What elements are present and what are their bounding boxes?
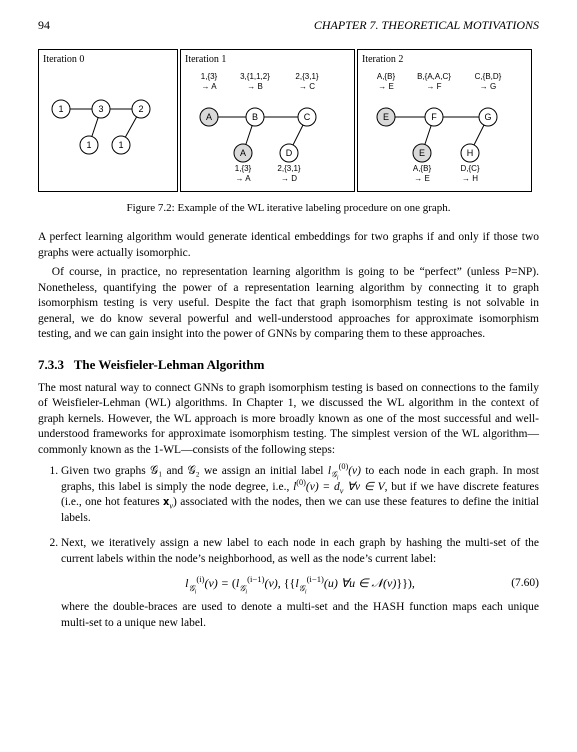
section-title: The Weisfieler-Lehman Algorithm: [74, 357, 265, 372]
svg-text:B: B: [252, 112, 258, 122]
wl-intro: The most natural way to connect GNNs to …: [38, 381, 539, 459]
svg-text:→ E: → E: [414, 174, 430, 183]
svg-text:1: 1: [118, 140, 123, 150]
svg-text:A: A: [206, 112, 212, 122]
svg-text:→ H: → H: [462, 174, 478, 183]
svg-text:E: E: [419, 148, 425, 158]
svg-text:G: G: [484, 112, 491, 122]
section-number: 7.3.3: [38, 357, 64, 372]
svg-text:→ G: → G: [480, 82, 496, 91]
step-2-text-a: Next, we iteratively assign a new label …: [61, 537, 539, 565]
svg-text:→ A: → A: [201, 82, 217, 91]
svg-text:H: H: [467, 148, 474, 158]
graph-iter1: ABCAD1,{3}→ A3,{1,1,2}→ B2,{3,1}→ C1,{3}…: [185, 67, 350, 185]
svg-text:2,{3,1}: 2,{3,1}: [277, 164, 300, 173]
panel-title-1: Iteration 1: [185, 54, 350, 65]
svg-text:→ C: → C: [299, 82, 315, 91]
svg-text:D,{C}: D,{C}: [460, 164, 479, 173]
section-heading: 7.3.3 The Weisfieler-Lehman Algorithm: [38, 357, 539, 373]
graph-iter0: 1 3 2 1 1: [43, 67, 173, 163]
paragraph-2: Of course, in practice, no representatio…: [38, 265, 539, 343]
svg-text:→ F: → F: [426, 82, 441, 91]
chapter-header: CHAPTER 7. THEORETICAL MOTIVATIONS: [314, 18, 539, 33]
svg-text:C: C: [304, 112, 311, 122]
panel-iteration-0: Iteration 0 1 3 2 1 1: [38, 49, 178, 192]
svg-text:1: 1: [58, 104, 63, 114]
svg-text:A: A: [240, 148, 246, 158]
step-1-text-a: Given two graphs 𝒢₁ and 𝒢₂ we assign an …: [61, 465, 328, 477]
panel-iteration-2: Iteration 2 EFGEHA,{B}→ EB,{A,A,C}→ FC,{…: [357, 49, 532, 192]
figure-7-2: Iteration 0 1 3 2 1 1 Iteration 1 A B C A D 1,{3}…: [38, 49, 539, 214]
equation-number: (7.60): [511, 576, 539, 592]
step-2-text-b: where the double-braces are used to deno…: [61, 601, 539, 629]
svg-text:A,{B}: A,{B}: [377, 72, 396, 81]
step-1-math-1sub: 𝒢i: [331, 470, 339, 479]
svg-text:C,{B,D}: C,{B,D}: [475, 72, 502, 81]
svg-text:→ B: → B: [247, 82, 263, 91]
svg-text:1,{3}: 1,{3}: [235, 164, 252, 173]
step-1: Given two graphs 𝒢₁ and 𝒢₂ we assign an …: [61, 464, 539, 526]
step-1-math-1sup: (0): [339, 462, 349, 471]
svg-text:A,{B}: A,{B}: [413, 164, 432, 173]
step-1-math-2sup: (0): [296, 478, 306, 487]
svg-text:1,{3}: 1,{3}: [201, 72, 218, 81]
step-1-math-1arg: (v): [348, 465, 361, 477]
svg-text:3,{1,1,2}: 3,{1,1,2}: [240, 72, 270, 81]
step-1-math-2rhs: (v) = dv ∀v ∈ V: [306, 481, 385, 493]
step-2: Next, we iteratively assign a new label …: [61, 536, 539, 631]
panel-title-2: Iteration 2: [362, 54, 527, 65]
panel-title-0: Iteration 0: [43, 54, 173, 65]
svg-text:→ A: → A: [235, 174, 251, 183]
equation-7-60: l𝒢i(i)(v) = (l𝒢i(i−1)(v), {{l𝒢i(i−1)(u) …: [61, 575, 539, 592]
svg-text:1: 1: [86, 140, 91, 150]
svg-text:2,{3,1}: 2,{3,1}: [295, 72, 318, 81]
svg-text:D: D: [286, 148, 293, 158]
paragraph-1: A perfect learning algorithm would gener…: [38, 230, 539, 261]
svg-text:B,{A,A,C}: B,{A,A,C}: [417, 72, 451, 81]
equation-body: l𝒢i(i)(v) = (l𝒢i(i−1)(v), {{l𝒢i(i−1)(u) …: [185, 575, 415, 592]
page-number: 94: [38, 18, 50, 33]
svg-text:3: 3: [98, 104, 103, 114]
panel-iteration-1: Iteration 1 ABCAD1,{3}→ A3,{1,1,2}→ B2,{…: [180, 49, 355, 192]
graph-iter2: EFGEHA,{B}→ EB,{A,A,C}→ FC,{B,D}→ GA,{B}…: [362, 67, 527, 185]
svg-text:E: E: [383, 112, 389, 122]
svg-text:2: 2: [138, 104, 143, 114]
svg-text:F: F: [431, 112, 437, 122]
figure-caption: Figure 7.2: Example of the WL iterative …: [38, 202, 539, 214]
svg-text:→ E: → E: [378, 82, 394, 91]
svg-text:→ D: → D: [281, 174, 297, 183]
